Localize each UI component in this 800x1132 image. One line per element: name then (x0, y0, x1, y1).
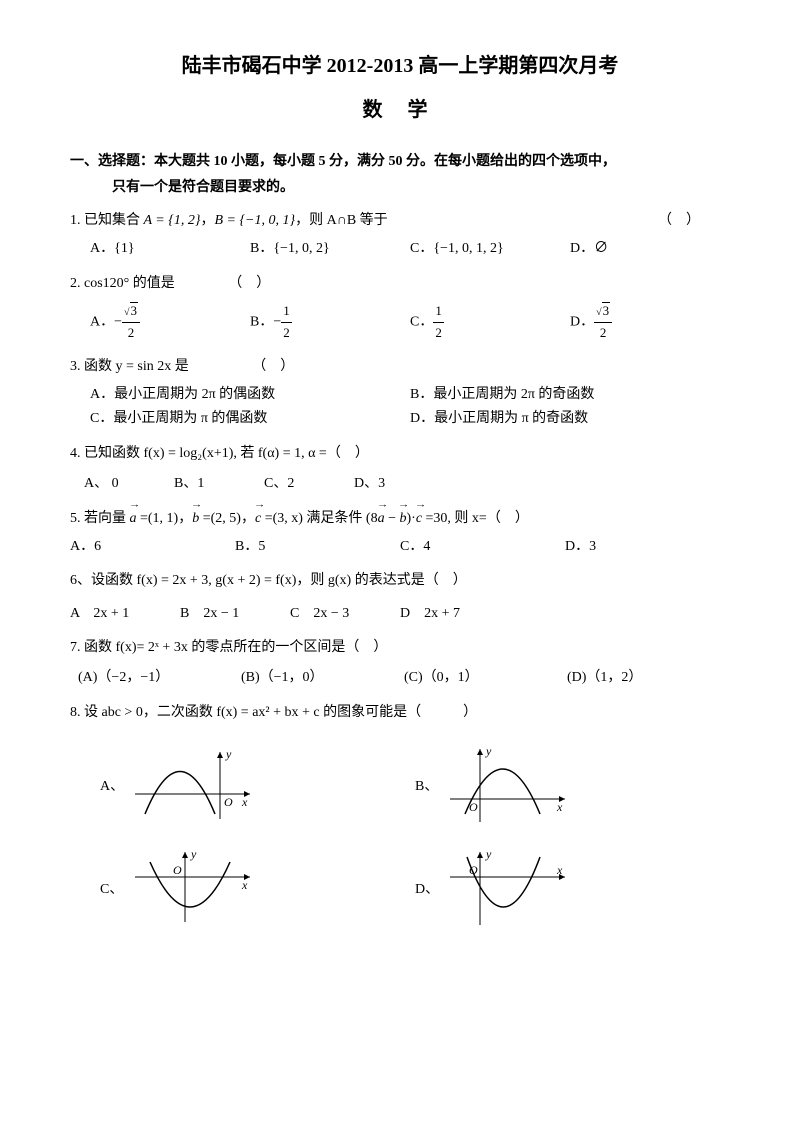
q4-options: A、 0 B、1 C、2 D、3 (84, 473, 730, 495)
q3-options: A．最小正周期为 2π 的偶函数 B．最小正周期为 2π 的奇函数 C．最小正周… (90, 384, 730, 431)
q1-opt-c: C．{−1, 0, 1, 2} (410, 238, 570, 260)
svg-text:x: x (241, 878, 248, 892)
parabola-d-svg: O x y (445, 847, 575, 932)
q4-opt-c: C、2 (264, 473, 354, 495)
q8-label-a: A、 (100, 776, 120, 798)
q2-opt-d: D．√32 (570, 301, 730, 344)
page-subtitle: 数 学 (70, 94, 730, 126)
question-8: 8. 设 abc > 0，二次函数 f(x) = ax² + bx + c 的图… (70, 702, 730, 945)
q4-opt-d: D、3 (354, 473, 444, 495)
q7-text: 7. 函数 f(x)= 2ˣ + 3x 的零点所在的一个区间是（ ） (70, 637, 730, 659)
page-title: 陆丰市碣石中学 2012-2013 高一上学期第四次月考 (70, 50, 730, 82)
q6-options: A 2x + 1 B 2x − 1 C 2x − 3 D 2x + 7 (70, 603, 730, 625)
q3-opt-c: C．最小正周期为 π 的偶函数 (90, 408, 410, 430)
question-5: 5. 若向量 a =(1, 1)，b =(2, 5)，c =(3, x) 满足条… (70, 508, 730, 559)
q8-chart-d: D、 O x y (415, 842, 730, 937)
q6-opt-d: D 2x + 7 (400, 603, 510, 625)
q3-text: 3. 函数 y = sin 2x 是 （ ） (70, 356, 730, 378)
question-3: 3. 函数 y = sin 2x 是 （ ） A．最小正周期为 2π 的偶函数 … (70, 356, 730, 431)
svg-text:y: y (225, 747, 232, 761)
svg-text:y: y (485, 744, 492, 758)
q7-opt-c: (C)（0，1） (404, 667, 567, 689)
q1-opt-d: D．∅ (570, 238, 730, 260)
section-subheader: 只有一个是符合题目要求的。 (112, 177, 730, 199)
question-1: 1. 已知集合 A = {1, 2}，B = {−1, 0, 1}，则 A∩B … (70, 210, 730, 261)
svg-text:O: O (173, 863, 182, 877)
q8-chart-a: A、 O x y (100, 739, 415, 834)
svg-text:x: x (241, 795, 248, 809)
q7-opt-b: (B)（−1，0） (241, 667, 404, 689)
q5-options: A．6 B．5 C．4 D．3 (70, 536, 730, 558)
question-4: 4. 已知函数 f(x) = log₂(x+1), 若 f(α) = 1, α … (70, 443, 730, 496)
q5-opt-c: C．4 (400, 536, 565, 558)
svg-text:O: O (224, 795, 233, 809)
q5-opt-a: A．6 (70, 536, 235, 558)
parabola-c-svg: O x y (130, 847, 260, 932)
q6-text: 6、设函数 f(x) = 2x + 3, g(x + 2) = f(x)，则 g… (70, 570, 730, 592)
svg-text:y: y (190, 847, 197, 861)
q8-label-d: D、 (415, 879, 435, 901)
q5-opt-d: D．3 (565, 536, 730, 558)
parabola-a-svg: O x y (130, 744, 260, 829)
question-2: 2. cos120° 的值是 （ ） A．−√32 B．−12 C．12 D．√… (70, 273, 730, 344)
svg-text:x: x (556, 863, 563, 877)
q8-label-c: C、 (100, 879, 120, 901)
q1-paren: （ ） (658, 210, 700, 232)
section-header: 一、选择题：本大题共 10 小题，每小题 5 分，满分 50 分。在每小题给出的… (70, 151, 730, 173)
svg-text:O: O (469, 800, 478, 814)
q2-paren: （ ） (228, 276, 270, 291)
q6-opt-c: C 2x − 3 (290, 603, 400, 625)
q1-options: A．{1} B．{−1, 0, 2} C．{−1, 0, 1, 2} D．∅ (90, 238, 730, 260)
question-7: 7. 函数 f(x)= 2ˣ + 3x 的零点所在的一个区间是（ ） (A)（−… (70, 637, 730, 690)
q3-opt-a: A．最小正周期为 2π 的偶函数 (90, 384, 410, 406)
q7-opt-a: (A)（−2，−1） (78, 667, 241, 689)
q2-options: A．−√32 B．−12 C．12 D．√32 (90, 301, 730, 344)
svg-text:x: x (556, 800, 563, 814)
q2-text: 2. cos120° 的值是 （ ） (70, 273, 730, 295)
q7-opt-d: (D)（1，2） (567, 667, 730, 689)
q4-text: 4. 已知函数 f(x) = log₂(x+1), 若 f(α) = 1, α … (70, 443, 730, 465)
parabola-b-svg: O x y (445, 744, 575, 829)
q2-opt-b: B．−12 (250, 301, 410, 344)
q3-opt-d: D．最小正周期为 π 的奇函数 (410, 408, 730, 430)
svg-text:O: O (469, 863, 478, 877)
q1-text: 1. 已知集合 A = {1, 2}，B = {−1, 0, 1}，则 A∩B … (70, 210, 730, 232)
q4-opt-a: A、 0 (84, 473, 174, 495)
q2-opt-a: A．−√32 (90, 301, 250, 344)
q3-paren: （ ） (252, 359, 294, 374)
q7-options: (A)（−2，−1） (B)（−1，0） (C)（0，1） (D)（1，2） (78, 667, 730, 689)
q8-label-b: B、 (415, 776, 435, 798)
q5-opt-b: B．5 (235, 536, 400, 558)
q3-opt-b: B．最小正周期为 2π 的奇函数 (410, 384, 730, 406)
svg-text:y: y (485, 847, 492, 861)
q2-opt-c: C．12 (410, 301, 570, 344)
q8-chart-c: C、 O x y (100, 842, 415, 937)
q8-text: 8. 设 abc > 0，二次函数 f(x) = ax² + bx + c 的图… (70, 702, 730, 724)
q1-opt-a: A．{1} (90, 238, 250, 260)
q4-opt-b: B、1 (174, 473, 264, 495)
q5-text: 5. 若向量 a =(1, 1)，b =(2, 5)，c =(3, x) 满足条… (70, 508, 730, 530)
q6-opt-b: B 2x − 1 (180, 603, 290, 625)
question-6: 6、设函数 f(x) = 2x + 3, g(x + 2) = f(x)，则 g… (70, 570, 730, 625)
q8-charts: A、 O x y B、 O x y (100, 739, 730, 945)
q6-opt-a: A 2x + 1 (70, 603, 180, 625)
q1-opt-b: B．{−1, 0, 2} (250, 238, 410, 260)
q8-chart-b: B、 O x y (415, 739, 730, 834)
